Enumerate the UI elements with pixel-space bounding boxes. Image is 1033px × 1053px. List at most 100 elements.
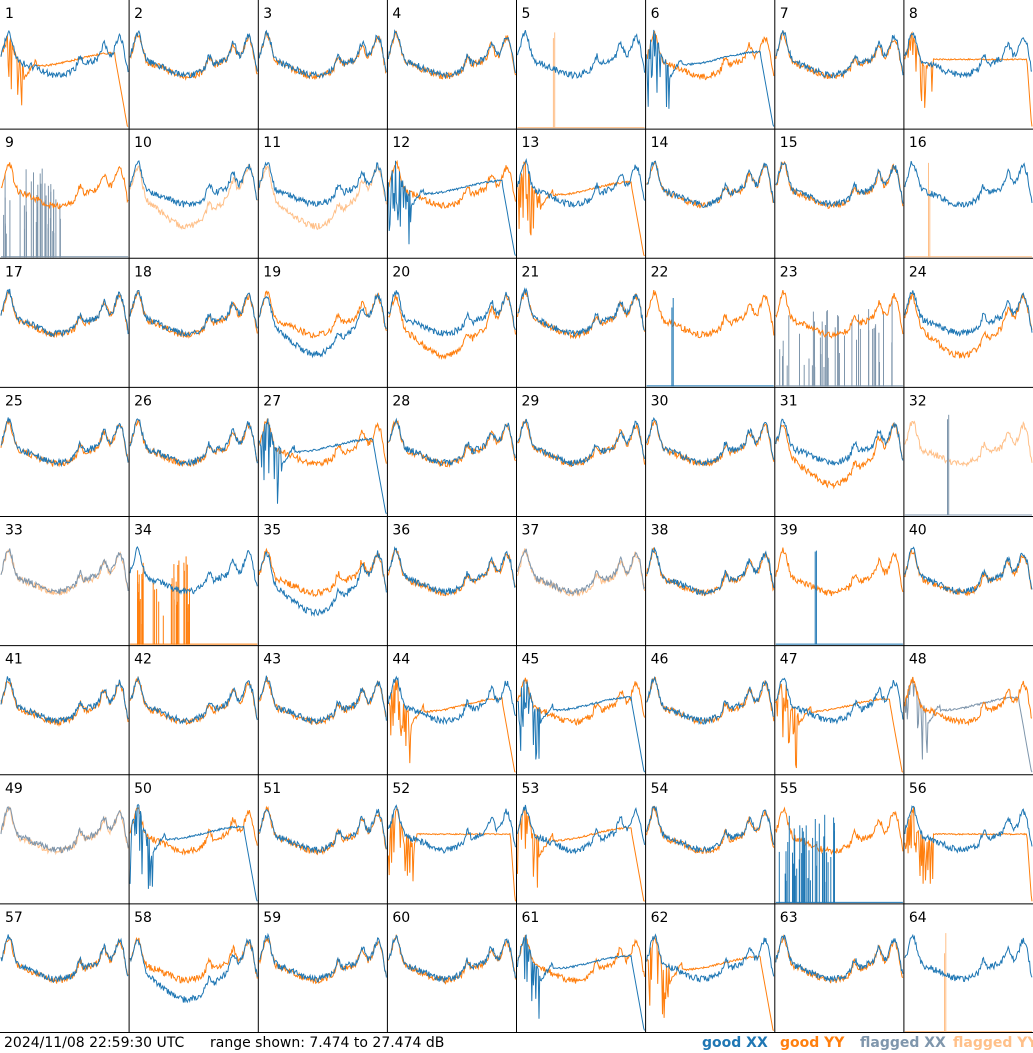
panel-60: 60 bbox=[387, 910, 516, 985]
panel-3: 3 bbox=[258, 6, 387, 80]
trace-yy-8 bbox=[904, 31, 1033, 127]
trace-xx-64 bbox=[904, 933, 1033, 982]
panel-label-34: 34 bbox=[134, 523, 152, 539]
panel-54: 54 bbox=[646, 781, 775, 855]
panel-13: 13 bbox=[517, 135, 646, 257]
range-shown: range shown: 7.474 to 27.474 dB bbox=[210, 1035, 445, 1051]
panel-45: 45 bbox=[517, 652, 646, 773]
panel-label-62: 62 bbox=[651, 910, 669, 926]
panel-47: 47 bbox=[775, 652, 904, 773]
panel-label-60: 60 bbox=[392, 910, 410, 926]
panel-label-43: 43 bbox=[263, 652, 281, 668]
trace-xx-13 bbox=[517, 157, 646, 209]
panel-14: 14 bbox=[646, 135, 775, 209]
panel-label-29: 29 bbox=[522, 393, 540, 409]
panel-label-58: 58 bbox=[134, 910, 152, 926]
trace-yy-36 bbox=[387, 548, 516, 597]
panel-29: 29 bbox=[517, 393, 646, 467]
panel-label-8: 8 bbox=[909, 6, 918, 22]
trace-yy-1 bbox=[0, 35, 129, 127]
panel-25: 25 bbox=[0, 393, 129, 468]
trace-xx-14 bbox=[646, 160, 775, 208]
legend-good-yy: good YY bbox=[780, 1035, 845, 1051]
trace-xx-37 bbox=[517, 548, 646, 596]
panel-label-24: 24 bbox=[909, 264, 927, 280]
panel-label-32: 32 bbox=[909, 393, 927, 409]
trace-yy-50 bbox=[129, 806, 258, 856]
panel-57: 57 bbox=[0, 910, 129, 984]
trace-yy-32 bbox=[904, 420, 1033, 468]
trace-xx-21 bbox=[517, 287, 646, 338]
footer: 2024/11/08 22:59:30 UTC range shown: 7.4… bbox=[0, 1033, 1033, 1053]
trace-xx-34 bbox=[129, 546, 258, 595]
panel-12: 12 bbox=[387, 135, 516, 256]
trace-yy-52 bbox=[387, 806, 516, 902]
panel-56: 56 bbox=[904, 781, 1033, 902]
trace-xx-26 bbox=[129, 418, 258, 467]
panel-label-21: 21 bbox=[522, 264, 540, 280]
trace-yy-35 bbox=[258, 547, 387, 598]
panel-label-59: 59 bbox=[263, 910, 281, 926]
panel-23: 23 bbox=[775, 264, 904, 387]
panel-label-52: 52 bbox=[392, 781, 410, 797]
panel-43: 43 bbox=[258, 652, 387, 726]
trace-yy-4 bbox=[387, 30, 516, 80]
panel-label-14: 14 bbox=[651, 135, 669, 151]
panel-34: 34 bbox=[129, 523, 258, 645]
panel-label-46: 46 bbox=[651, 652, 669, 668]
trace-xx-24 bbox=[904, 290, 1033, 338]
panel-36: 36 bbox=[387, 523, 516, 597]
trace-xx-56 bbox=[904, 805, 1033, 854]
panel-label-13: 13 bbox=[522, 135, 540, 151]
trace-xx-6 bbox=[646, 29, 775, 127]
panel-40: 40 bbox=[904, 523, 1033, 597]
panel-label-31: 31 bbox=[780, 393, 798, 409]
panel-59: 59 bbox=[258, 910, 387, 985]
panel-label-26: 26 bbox=[134, 393, 152, 409]
trace-xx-49 bbox=[0, 806, 129, 854]
trace-xx-17 bbox=[0, 288, 129, 338]
trace-yy-20 bbox=[388, 293, 516, 360]
panel-label-23: 23 bbox=[780, 264, 798, 280]
panel-label-48: 48 bbox=[909, 652, 927, 668]
trace-xx-29 bbox=[517, 418, 646, 467]
panel-4: 4 bbox=[387, 6, 516, 80]
panel-label-1: 1 bbox=[5, 6, 14, 22]
legend-good-xx: good XX bbox=[702, 1035, 768, 1051]
panel-label-64: 64 bbox=[909, 910, 927, 926]
trace-xx-41 bbox=[0, 676, 129, 724]
panel-30: 30 bbox=[646, 393, 775, 467]
trace-yy-31 bbox=[775, 422, 904, 490]
panel-7: 7 bbox=[775, 6, 904, 80]
legend-flagged-yy: flagged YY bbox=[953, 1035, 1033, 1051]
panel-19: 19 bbox=[258, 264, 387, 359]
panel-label-4: 4 bbox=[392, 6, 401, 22]
trace-xx-42 bbox=[129, 675, 258, 725]
panel-label-38: 38 bbox=[651, 523, 669, 539]
panel-label-12: 12 bbox=[392, 135, 410, 151]
panel-58: 58 bbox=[129, 910, 258, 1004]
trace-yy-56 bbox=[904, 807, 1033, 902]
panel-8: 8 bbox=[904, 6, 1033, 127]
panel-6: 6 bbox=[646, 6, 775, 127]
panel-label-63: 63 bbox=[780, 910, 798, 926]
panel-31: 31 bbox=[775, 393, 904, 490]
trace-xx-50 bbox=[129, 803, 258, 902]
trace-yy-22 bbox=[646, 290, 775, 339]
trace-xx-44 bbox=[387, 675, 516, 726]
panel-label-15: 15 bbox=[780, 135, 798, 151]
panel-label-10: 10 bbox=[134, 135, 152, 151]
trace-yy-13 bbox=[517, 161, 645, 257]
panel-61: 61 bbox=[517, 910, 646, 1031]
timestamp: 2024/11/08 22:59:30 UTC bbox=[4, 1035, 185, 1051]
trace-xx-20 bbox=[387, 290, 516, 337]
trace-xx-25 bbox=[0, 417, 129, 468]
trace-xx-30 bbox=[646, 417, 775, 467]
panel-49: 49 bbox=[0, 781, 129, 856]
panel-label-37: 37 bbox=[522, 523, 540, 539]
panel-33: 33 bbox=[0, 523, 129, 596]
panel-label-56: 56 bbox=[909, 781, 927, 797]
panel-9: 9 bbox=[0, 135, 129, 258]
trace-xx-51 bbox=[258, 808, 387, 855]
